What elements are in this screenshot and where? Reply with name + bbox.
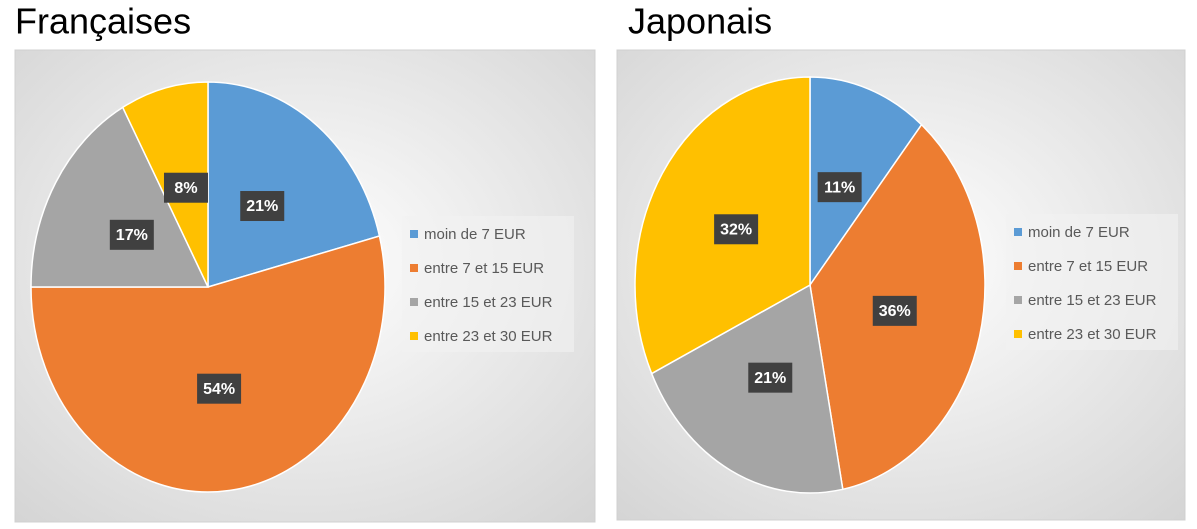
- chart-title: Françaises: [15, 1, 191, 42]
- legend-label: entre 23 et 30 EUR: [1028, 326, 1157, 343]
- legend-label: moin de 7 EUR: [424, 226, 526, 243]
- label-box: [817, 172, 862, 203]
- legend-box: [1006, 214, 1178, 350]
- label-box: [163, 172, 208, 203]
- pie-slice: [30, 235, 386, 493]
- legend-swatch: [410, 332, 418, 340]
- legend-label: moin de 7 EUR: [1028, 224, 1130, 241]
- legend-swatch: [1014, 296, 1022, 304]
- pie-slice: [30, 106, 210, 288]
- label-box: [748, 362, 793, 393]
- legend-label: entre 7 et 15 EUR: [424, 260, 544, 277]
- legend-swatch: [410, 264, 418, 272]
- label-box: [197, 373, 242, 404]
- legend-label: entre 15 et 23 EUR: [1028, 292, 1157, 309]
- pie-slice: [650, 283, 844, 494]
- label-box: [240, 191, 285, 222]
- legend-swatch: [1014, 262, 1022, 270]
- data-label: 11%: [824, 179, 855, 196]
- legend-swatch: [1014, 330, 1022, 338]
- pie-slice: [809, 76, 923, 288]
- legend-swatch: [410, 230, 418, 238]
- data-label: 21%: [754, 370, 786, 387]
- legend-label: entre 7 et 15 EUR: [1028, 258, 1148, 275]
- legend-swatch: [410, 298, 418, 306]
- label-box: [872, 295, 917, 326]
- pie-slice: [207, 81, 381, 289]
- legend-label: entre 15 et 23 EUR: [424, 294, 553, 311]
- data-label: 32%: [720, 221, 752, 238]
- data-label: 17%: [116, 227, 148, 244]
- label-box: [109, 219, 154, 250]
- legend-swatch: [1014, 228, 1022, 236]
- data-label: 21%: [246, 198, 278, 215]
- legend-label: entre 23 et 30 EUR: [424, 328, 553, 345]
- chart-title: Japonais: [628, 1, 772, 42]
- data-label: 8%: [174, 180, 197, 197]
- data-label: 36%: [879, 303, 911, 320]
- label-box: [714, 214, 759, 245]
- legend-box: [402, 216, 574, 352]
- data-label: 54%: [203, 381, 235, 398]
